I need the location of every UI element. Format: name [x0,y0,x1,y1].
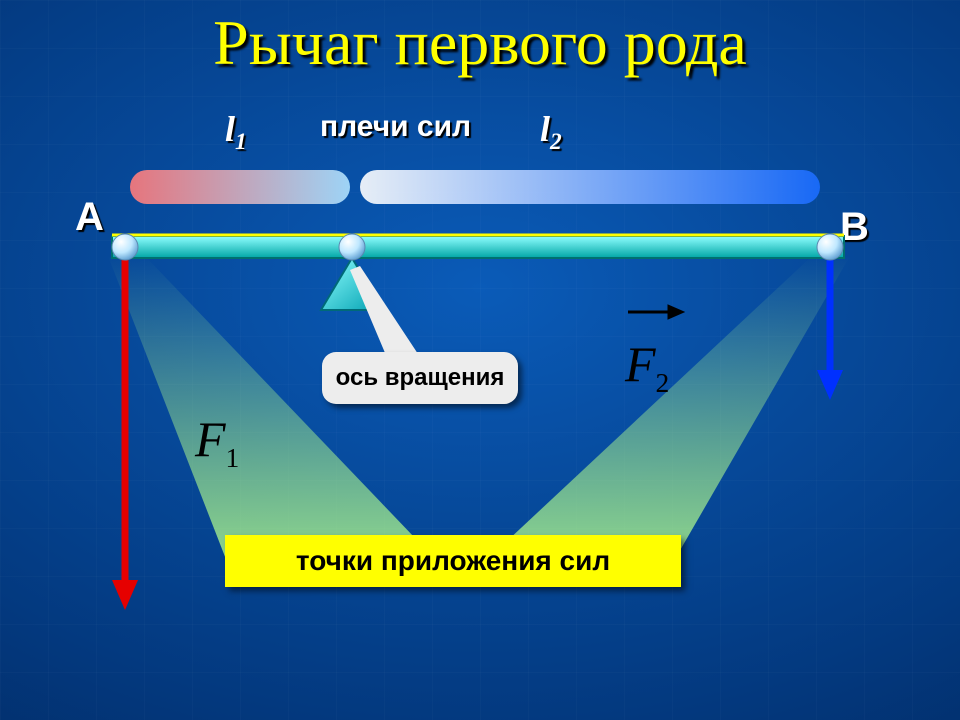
axis-callout: ось вращения [322,352,518,404]
point-A [112,234,138,260]
point-B [817,234,843,260]
brace-l1 [130,170,350,204]
F2-label: F2 [625,335,669,399]
lever-bar [112,236,844,258]
force-points-callout: точки приложения сил [225,535,681,587]
brace-l2 [360,170,820,204]
axis-callout-tail [350,266,422,360]
F1-label: F1 [195,410,239,474]
vector-arrow-over-F2 [628,305,684,319]
fulcrum-point [339,234,365,260]
